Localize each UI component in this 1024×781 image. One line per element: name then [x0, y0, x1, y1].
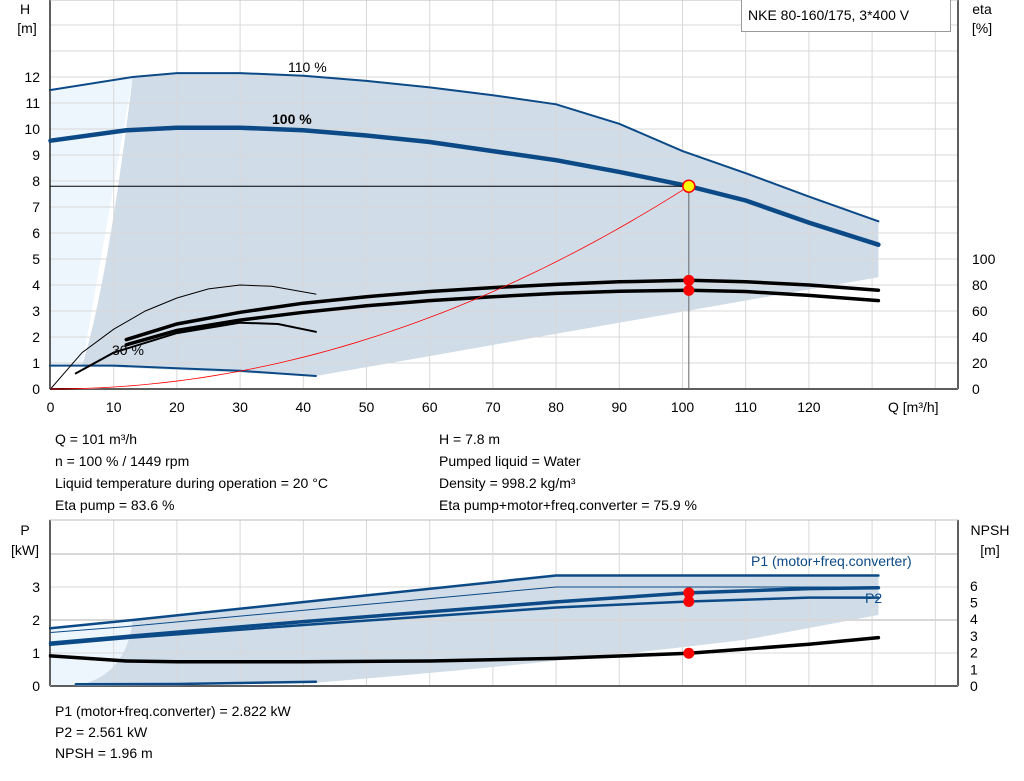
duty-point-p1	[683, 587, 695, 599]
plot-frame	[49, 0, 959, 390]
curve-label-30: 30 %	[112, 342, 144, 358]
info-p1: P1 (motor+freq.converter) = 2.822 kW	[55, 703, 291, 719]
info-n: n = 100 % / 1449 rpm	[55, 453, 190, 469]
info-eta-total: Eta pump+motor+freq.converter = 75.9 %	[439, 497, 697, 513]
p-tick-label: 3	[32, 579, 40, 595]
curve-label-p1: P1 (motor+freq.converter)	[751, 553, 912, 569]
operating-region	[82, 73, 879, 376]
y-tick-label-left: 8	[32, 173, 40, 189]
x-tick-label: 90	[612, 399, 628, 415]
light-region	[50, 77, 133, 366]
curve-label-110: 110 %	[288, 59, 327, 75]
y-tick-label-left: 4	[32, 277, 40, 293]
npsh-tick-label: 1	[970, 661, 978, 677]
x-tick-label: 50	[359, 399, 375, 415]
y-tick-label-right: 80	[972, 277, 988, 293]
x-tick-label: 70	[485, 399, 501, 415]
npsh-tick-label: 0	[970, 678, 978, 694]
y-tick-label-left: 10	[24, 121, 40, 137]
info-temp: Liquid temperature during operation = 20…	[55, 475, 328, 491]
curve-label-p2: P2	[865, 590, 882, 606]
curve-eta-pump	[124, 278, 881, 342]
y-tick-label-right: 60	[972, 303, 988, 319]
duty-point-npsh	[683, 647, 695, 659]
x-axis-title: Q [m³/h]	[888, 399, 939, 415]
x-tick-label: 30	[232, 399, 248, 415]
curve-aux	[74, 680, 318, 686]
y-tick-label-left: 7	[32, 199, 40, 215]
curve-p1-motor-freq-converter-	[48, 585, 881, 645]
info-density: Density = 998.2 kg/m³	[439, 475, 576, 491]
x-tick-label: 60	[422, 399, 438, 415]
info-eta-pump: Eta pump = 83.6 %	[55, 497, 175, 513]
y-tick-label-left: 6	[32, 225, 40, 241]
npsh-tick-label: 4	[970, 611, 978, 627]
y-tick-label-right: 20	[972, 355, 988, 371]
y-tick-label-left: 5	[32, 251, 40, 267]
y-tick-label-left: 0	[32, 381, 40, 397]
y-tick-label-left: 2	[32, 329, 40, 345]
p-tick-label: 2	[32, 612, 40, 628]
y-tick-label-left: 11	[25, 95, 40, 111]
y-tick-label-right: 40	[972, 329, 988, 345]
y-tick-label-left: 1	[32, 355, 40, 371]
y-axis-title-right: eta	[972, 1, 992, 17]
y-axis-unit-right: [%]	[972, 20, 992, 36]
x-tick-label: 40	[296, 399, 312, 415]
duty-point-p2	[683, 595, 695, 607]
curve-eta-pump-motor-freq-converter	[124, 288, 881, 347]
y-tick-label-left: 9	[32, 147, 40, 163]
p-tick-label: 0	[32, 678, 40, 694]
curve-eta-low-speed	[50, 284, 317, 390]
x-tick-label: 0	[47, 399, 55, 415]
duty-point	[682, 179, 696, 193]
p-axis-title: P	[20, 522, 29, 538]
curve-100-	[48, 125, 881, 247]
duty-point-eta-pump	[683, 274, 695, 286]
y-axis-title-left: H	[20, 1, 30, 17]
curve-label-100: 100 %	[272, 111, 312, 127]
curve-30-	[49, 364, 317, 377]
p-axis-unit: [kW]	[11, 542, 39, 558]
info-h: H = 7.8 m	[439, 431, 501, 447]
x-tick-label: 110	[735, 399, 758, 415]
system-curve	[50, 185, 690, 390]
y-tick-label-right: 0	[972, 381, 980, 397]
p-tick-label: 1	[32, 645, 40, 661]
x-tick-label: 10	[106, 399, 122, 415]
curve-p2	[49, 596, 880, 647]
info-q: Q = 101 m³/h	[55, 431, 138, 447]
plot-frame-bottom	[49, 519, 959, 687]
y-axis-unit-left: [m]	[17, 20, 36, 36]
curve-npsh	[48, 635, 881, 664]
npsh-tick-label: 2	[970, 645, 978, 661]
npsh-tick-label: 3	[970, 628, 978, 644]
x-tick-label: 20	[169, 399, 185, 415]
npsh-tick-label: 6	[970, 578, 978, 594]
npsh-tick-label: 5	[970, 595, 978, 611]
npsh-axis-title: NPSH	[971, 522, 1010, 538]
curve-110-	[49, 72, 880, 223]
y-tick-label-left: 12	[24, 69, 40, 85]
info-p2: P2 = 2.561 kW	[55, 724, 148, 740]
chart-title: NKE 80-160/175, 3*400 V	[741, 0, 951, 32]
x-tick-label: 100	[671, 399, 695, 415]
info-liquid: Pumped liquid = Water	[439, 453, 581, 469]
y-tick-label-right: 100	[972, 251, 996, 267]
info-npsh: NPSH = 1.96 m	[55, 745, 153, 761]
curve-aux	[50, 586, 879, 633]
y-tick-label-left: 3	[32, 303, 40, 319]
x-tick-label: 80	[548, 399, 564, 415]
curve-aux	[49, 574, 880, 630]
duty-point-eta-total	[683, 284, 695, 296]
npsh-axis-unit: [m]	[980, 542, 999, 558]
curve-eta-low-speed	[74, 321, 317, 375]
x-tick-label: 120	[797, 399, 821, 415]
